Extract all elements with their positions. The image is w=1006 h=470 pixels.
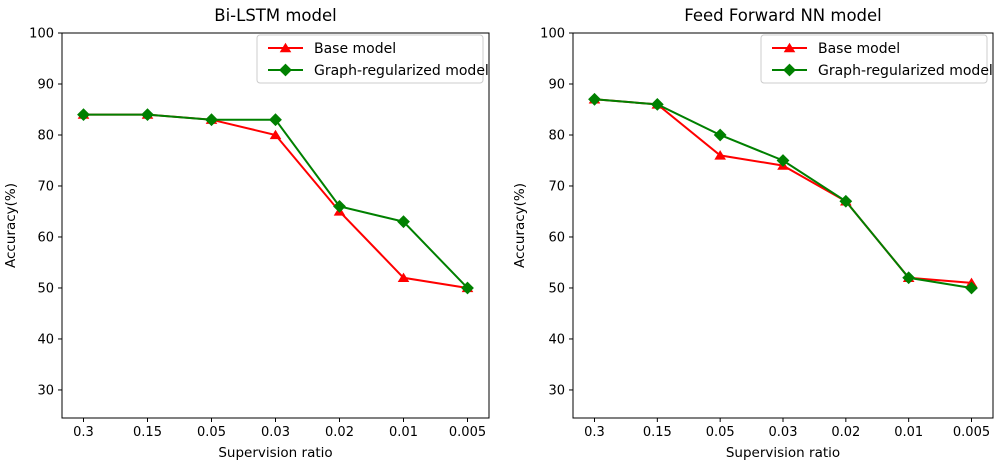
series-graph-regularized-model [77,108,474,295]
y-tick-label: 30 [37,383,54,398]
chart-title: Bi-LSTM model [214,6,336,25]
triangle-marker [397,272,410,282]
y-axis-label: Accuracy(%) [3,183,19,268]
y-tick-label: 70 [37,179,54,194]
legend-label: Base model [314,41,396,57]
y-tick-label: 80 [37,128,54,143]
y-tick-label: 100 [540,27,565,42]
x-tick-label: 0.02 [831,425,860,440]
x-tick-label: 0.03 [769,425,798,440]
diamond-marker [965,281,978,295]
legend-box [256,34,484,84]
diamond-marker [783,63,796,77]
y-tick-label: 70 [548,179,565,194]
legend-label: Graph-regularized model [314,63,489,79]
y-tick-label: 90 [37,77,54,92]
legend-label: Graph-regularized model [818,63,993,79]
legend-label: Base model [818,41,900,57]
y-axis-ticks: 30 40 50 60 70 80 90 100 [540,27,573,398]
series-line [594,98,972,289]
diamond-marker [713,128,727,142]
y-tick-label: 60 [548,230,565,245]
y-tick-label: 30 [548,383,565,398]
legend: Base model Graph-regularized model [256,34,489,84]
plot-border [572,32,994,419]
triangle-marker [783,42,796,53]
chart-feedforward: Feed Forward NN model Supervision ratio … [512,6,994,461]
x-tick-label: 0.005 [953,425,990,440]
chart-content: 30 40 50 60 70 80 90 100 0.3 0.15 0.05 0.03 0.02 0.01… [540,27,994,440]
y-tick-label: 90 [548,77,565,92]
x-axis-label: Supervision ratio [218,445,332,461]
series-graph-regularized-model [588,92,978,295]
x-tick-label: 0.005 [449,425,486,440]
x-tick-label: 0.3 [584,425,605,440]
diamond-marker [588,92,601,106]
y-tick-label: 50 [548,281,565,296]
x-tick-label: 0.3 [73,425,94,440]
x-tick-label: 0.03 [261,425,290,440]
y-tick-label: 100 [29,27,54,42]
diamond-marker [650,97,664,111]
x-tick-label: 0.05 [706,425,735,440]
plot-border [61,32,490,419]
x-tick-label: 0.01 [894,425,923,440]
x-tick-label: 0.15 [643,425,672,440]
series-base-model [77,109,474,293]
triangle-marker [714,150,726,160]
legend: Base model Graph-regularized model [760,34,993,84]
x-axis-ticks: 0.3 0.15 0.05 0.03 0.02 0.01 0.005 [73,418,486,440]
triangle-marker [269,129,282,140]
triangle-marker [279,42,292,53]
y-tick-label: 40 [548,332,565,347]
series-base-model [588,94,978,288]
chart-bilstm: Bi-LSTM model Supervision ratio Accuracy… [3,6,490,461]
diamond-marker [839,194,853,208]
legend-box [760,34,988,84]
y-tick-label: 60 [37,230,54,245]
x-axis-label: Supervision ratio [726,445,840,461]
x-tick-label: 0.02 [325,425,354,440]
x-tick-label: 0.15 [133,425,162,440]
y-tick-label: 80 [548,128,565,143]
y-tick-label: 50 [37,281,54,296]
series-line [594,98,972,284]
x-tick-label: 0.05 [197,425,226,440]
diamond-marker [205,113,218,127]
diamond-marker [77,108,90,121]
diamond-marker [141,108,154,121]
x-axis-ticks: 0.3 0.15 0.05 0.03 0.02 0.01 0.005 [584,418,990,440]
diamond-marker [776,154,790,167]
diamond-marker [461,281,474,295]
x-tick-label: 0.01 [389,425,418,440]
diamond-marker [397,215,410,229]
series-line [83,113,469,289]
y-axis-label: Accuracy(%) [512,183,528,268]
diamond-marker [279,63,292,77]
diamond-marker [269,113,282,127]
chart-title: Feed Forward NN model [684,6,882,25]
series-line [83,113,468,289]
chart-content: 30 40 50 60 70 80 90 100 0.3 0.15 0.05 0.03 0.02 0.01… [29,27,490,440]
diamond-marker [333,199,346,213]
y-tick-label: 40 [37,332,54,347]
y-axis-ticks: 30 40 50 60 70 80 90 100 [29,27,62,398]
diamond-marker [902,271,916,285]
